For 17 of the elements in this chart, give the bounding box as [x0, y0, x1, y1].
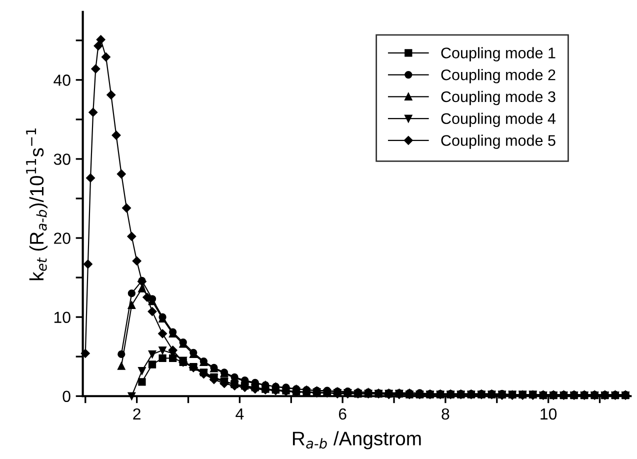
legend-label: Coupling mode 4	[441, 112, 556, 128]
x-axis-title: R$_{a-b}$ /Angstrom	[292, 431, 421, 450]
y-tick-label: 0	[62, 390, 70, 402]
legend-label: Coupling mode 5	[441, 134, 556, 149]
x-tick-label: 8	[442, 408, 450, 420]
y-axis-title: k$_{et}$ (R$_{a-b}$)/10$^{11}$s$^{−1}$	[26, 128, 48, 280]
y-tick-label: 40	[54, 74, 70, 86]
y-tick-label: 20	[54, 232, 70, 244]
y-tick-label: 30	[54, 154, 70, 165]
x-tick-label: 10	[540, 408, 557, 420]
legend-label: Coupling mode 3	[441, 90, 556, 106]
x-tick-label: 4	[236, 408, 244, 420]
y-tick-label: 10	[54, 312, 70, 324]
legend-label: Coupling mode 1	[441, 47, 556, 62]
x-tick-label: 6	[338, 408, 346, 420]
x-tick-label: 2	[133, 408, 140, 420]
legend-label: Coupling mode 2	[441, 69, 556, 84]
